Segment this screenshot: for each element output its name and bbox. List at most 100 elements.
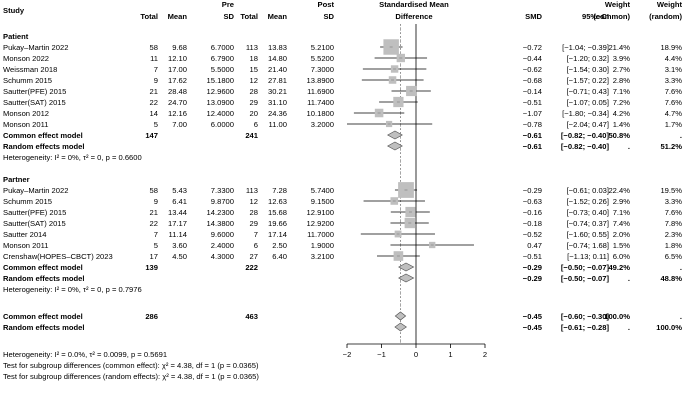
study-1-4-mean-post: 17.14 <box>268 230 287 239</box>
overall-common-label: Common effect model <box>3 312 83 321</box>
study-0-3-mean-pre: 17.62 <box>168 76 187 85</box>
study-0-3-ci: [−1.57; 0.22] <box>567 76 609 85</box>
study-0-1-weight-common: 3.9% <box>613 54 631 63</box>
study-0-3-name: Schumm 2015 <box>3 76 52 85</box>
study-0-0-total-pre: 58 <box>150 43 158 52</box>
group-0-random-ci: [−0.82; −0.40] <box>561 142 610 151</box>
study-0-0-mean-post: 13.83 <box>268 43 287 52</box>
group-title-1: Partner <box>3 175 30 184</box>
study-1-6-mean-pre: 4.50 <box>172 252 187 261</box>
study-0-3-sd-pre: 15.1800 <box>207 76 234 85</box>
study-0-3-total-pre: 9 <box>154 76 158 85</box>
study-1-5-mean-post: 2.50 <box>272 241 287 250</box>
study-0-5-total-post: 29 <box>250 98 258 107</box>
study-0-4-weight-random: 7.6% <box>665 87 683 96</box>
study-1-0-total-post: 113 <box>246 186 258 195</box>
x-tick-label-4: 2 <box>483 350 487 359</box>
group-0-random-weight-common: . <box>628 142 630 151</box>
table-text: Study Pre Total Mean SD Post Total Mean SD Standa… <box>3 0 682 381</box>
study-0-7-mean-pre: 7.00 <box>172 120 187 129</box>
study-1-3-sd-pre: 14.3800 <box>207 219 234 228</box>
header-ci: 95%–CI <box>582 12 609 21</box>
group-1-random-ci: [−0.50; −0.07] <box>561 274 610 283</box>
study-1-6-total-post: 27 <box>250 252 258 261</box>
group-0-random-diamond <box>386 141 403 151</box>
study-1-3-weight-random: 7.8% <box>665 219 683 228</box>
study-1-2-smd: −0.16 <box>523 208 542 217</box>
study-1-4-sd-post: 11.7000 <box>307 230 334 239</box>
group-1-common-diamond <box>398 262 415 272</box>
study-0-5-mean-pre: 24.70 <box>168 98 187 107</box>
study-1-5-mean-pre: 3.60 <box>172 241 187 250</box>
overall-common-total-pre: 286 <box>145 312 158 321</box>
study-0-4-name: Sautter(PFE) 2015 <box>3 87 66 96</box>
study-0-1-mean-post: 14.80 <box>268 54 287 63</box>
study-0-0-sd-pre: 6.7000 <box>211 43 234 52</box>
study-0-5-total-pre: 22 <box>150 98 158 107</box>
study-0-0-weight-random: 18.9% <box>660 43 682 52</box>
group-0-heterogeneity: Heterogeneity: I² = 0%, τ² = 0, p = 0.66… <box>3 153 142 162</box>
header-weight-common: (common) <box>593 12 630 21</box>
x-tick-label-3: 1 <box>448 350 452 359</box>
header-mean-pre: Mean <box>168 12 188 21</box>
study-1-6-name: Crenshaw(HOPES–CBCT) 2023 <box>3 252 113 261</box>
header-pre: Pre <box>222 0 234 9</box>
study-1-2-sd-pre: 14.2300 <box>207 208 234 217</box>
study-0-3-smd: −0.68 <box>523 76 542 85</box>
study-1-1-weight-random: 3.3% <box>665 197 683 206</box>
study-0-4-weight-common: 7.1% <box>613 87 631 96</box>
group-1-random-smd: −0.29 <box>523 274 542 283</box>
study-1-6-smd: −0.51 <box>523 252 542 261</box>
study-0-4-total-pre: 21 <box>150 87 158 96</box>
study-0-6-name: Monson 2012 <box>3 109 49 118</box>
study-0-5-name: Sautter(SAT) 2015 <box>3 98 66 107</box>
study-0-7-weight-common: 1.4% <box>613 120 631 129</box>
header-smd-top: Standardised Mean <box>379 0 449 9</box>
study-0-6-mean-pre: 12.16 <box>168 109 187 118</box>
study-1-5-sd-pre: 2.4000 <box>211 241 234 250</box>
study-0-1-ci: [−1.20; 0.32] <box>567 54 609 63</box>
study-1-1-mean-pre: 6.41 <box>172 197 187 206</box>
header-total-post: Total <box>240 12 258 21</box>
study-1-5-ci: [−0.74; 1.68] <box>567 241 609 250</box>
overall-random-label: Random effects model <box>3 323 84 332</box>
group-title-0: Patient <box>3 32 29 41</box>
header-mean-post: Mean <box>268 12 288 21</box>
group-0-common-diamond <box>386 130 403 140</box>
study-0-7-smd: −0.78 <box>523 120 542 129</box>
overall-random-diamond <box>394 322 407 332</box>
study-0-7-ci: [−2.04; 0.47] <box>567 120 609 129</box>
study-0-4-sd-pre: 12.9600 <box>207 87 234 96</box>
study-1-0-smd: −0.29 <box>523 186 542 195</box>
study-0-6-total-pre: 14 <box>150 109 158 118</box>
study-0-2-smd: −0.62 <box>523 65 542 74</box>
study-1-5-total-post: 6 <box>254 241 258 250</box>
study-0-2-mean-post: 21.40 <box>268 65 287 74</box>
study-0-6-weight-random: 4.7% <box>665 109 683 118</box>
study-0-4-smd: −0.14 <box>523 87 542 96</box>
study-0-0-ci: [−1.04; −0.39] <box>562 43 609 52</box>
study-0-2-weight-common: 2.7% <box>613 65 631 74</box>
study-0-6-smd: −1.07 <box>523 109 542 118</box>
study-1-3-ci: [−0.74; 0.37] <box>567 219 609 228</box>
group-1-common-smd: −0.29 <box>523 263 542 272</box>
study-1-4-weight-random: 2.3% <box>665 230 683 239</box>
group-0-common-weight-random: . <box>680 131 682 140</box>
study-1-5-smd: 0.47 <box>527 241 542 250</box>
group-1-random-label: Random effects model <box>3 274 84 283</box>
study-1-3-total-pre: 22 <box>150 219 158 228</box>
study-0-2-total-pre: 7 <box>154 65 158 74</box>
study-0-7-total-pre: 5 <box>154 120 158 129</box>
study-0-4-total-post: 28 <box>250 87 258 96</box>
group-1-common-label: Common effect model <box>3 263 83 272</box>
study-0-2-total-post: 15 <box>250 65 258 74</box>
study-1-6-weight-random: 6.5% <box>665 252 683 261</box>
study-1-2-mean-post: 15.68 <box>268 208 287 217</box>
study-0-2-mean-pre: 17.00 <box>168 65 187 74</box>
study-1-4-smd: −0.52 <box>523 230 542 239</box>
study-0-6-total-post: 20 <box>250 109 258 118</box>
study-0-5-weight-random: 7.6% <box>665 98 683 107</box>
footer-line-1: Test for subgroup differences (common ef… <box>3 361 259 370</box>
study-1-0-sd-pre: 7.3300 <box>211 186 234 195</box>
